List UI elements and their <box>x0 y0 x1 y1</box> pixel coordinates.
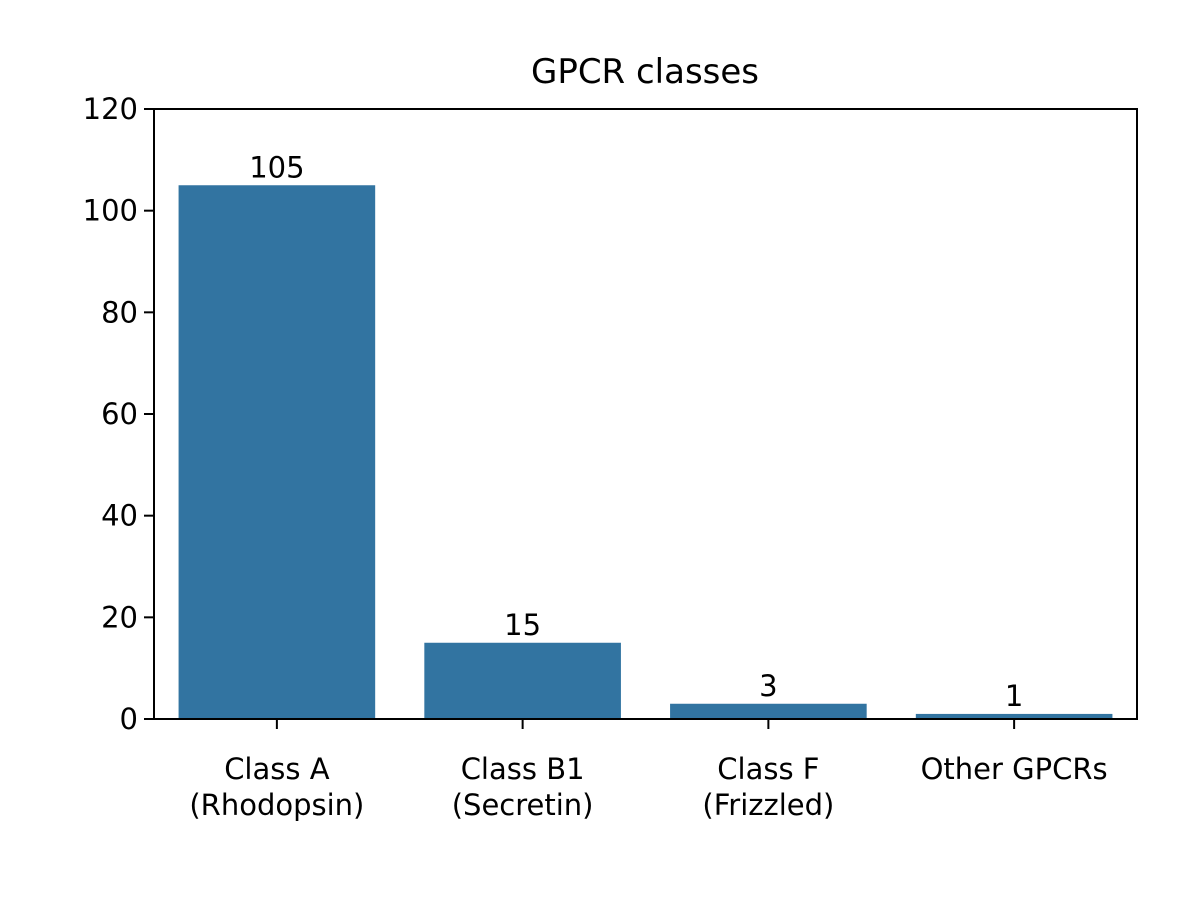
x-tick-label: Other GPCRs <box>921 752 1108 786</box>
y-axis: 0 20 40 60 80 100 120 <box>83 92 154 736</box>
bar-data-label: 15 <box>504 608 541 642</box>
data-labels-group: 105 15 3 1 <box>249 150 1023 713</box>
y-tick-label: 120 <box>83 92 138 126</box>
bar <box>424 642 621 719</box>
y-tick-label: 100 <box>83 194 138 228</box>
x-tick-label: Class A (Rhodopsin) <box>189 752 364 822</box>
x-tick-label: Class B1 (Secretin) <box>452 752 594 822</box>
bar <box>178 185 376 719</box>
bar <box>915 713 1113 719</box>
y-tick-label: 80 <box>101 295 138 329</box>
x-tick-label: Class F (Frizzled) <box>702 752 834 822</box>
bar <box>670 703 867 719</box>
bar-data-label: 3 <box>759 669 777 703</box>
bars-group <box>178 185 1113 719</box>
y-tick-label: 40 <box>101 499 138 533</box>
y-tick-label: 20 <box>101 600 138 634</box>
bar-data-label: 1 <box>1005 679 1023 713</box>
x-axis: Class A (Rhodopsin) Class B1 (Secretin) Clas… <box>189 719 1108 822</box>
plot-frame <box>153 108 1138 720</box>
bar-data-label: 105 <box>249 150 304 184</box>
y-tick-label: 60 <box>101 397 138 431</box>
y-tick-label: 0 <box>120 702 138 736</box>
chart-title: GPCR classes <box>531 52 759 92</box>
